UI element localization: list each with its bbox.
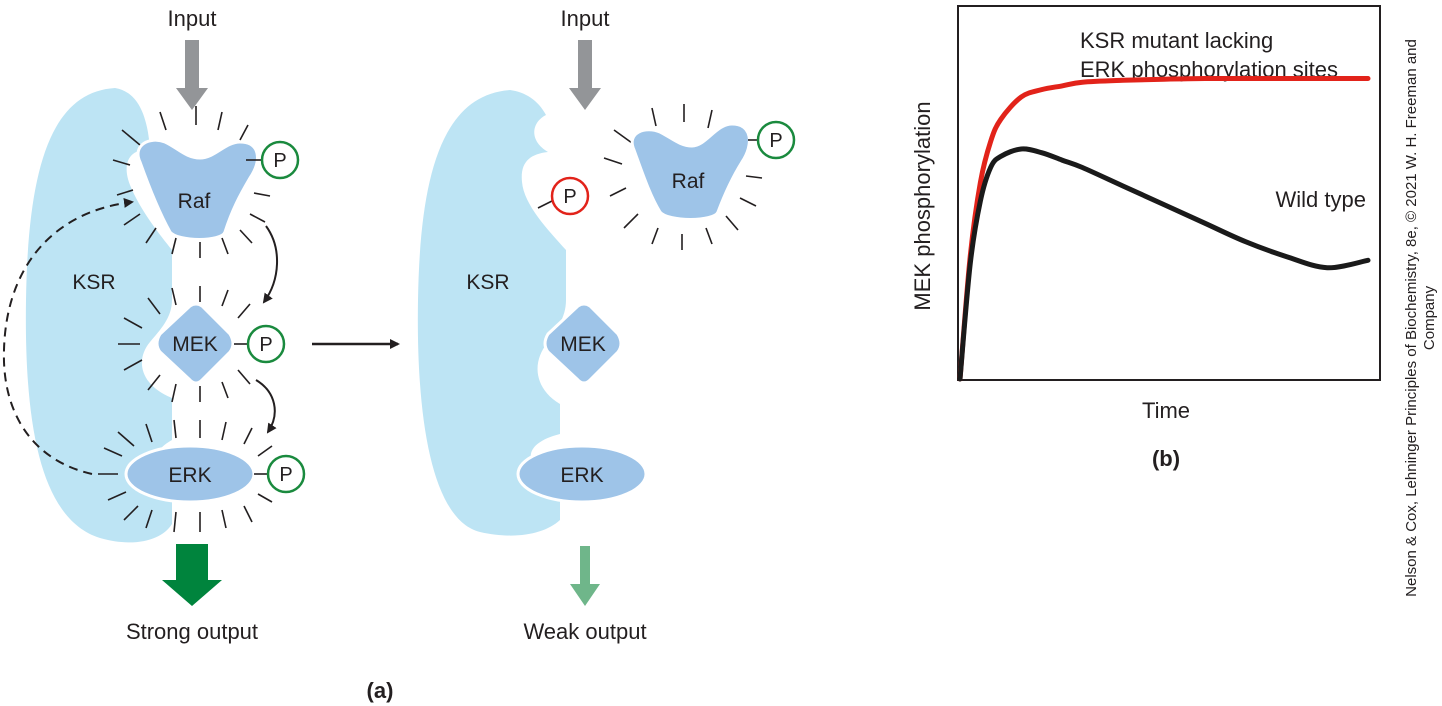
raf-activity-rays-left — [112, 106, 271, 258]
phosphate-raf-left — [260, 140, 300, 180]
panel-a-right: Input KSR P Raf P MEK ERK Weak output — [417, 6, 796, 644]
raf-protein-left — [136, 138, 259, 241]
series-line-wildtype — [957, 146, 1371, 382]
raf-activity-rays-right — [603, 104, 763, 250]
ksr-label-left: KSR — [72, 271, 115, 294]
raf-to-mek-arrow — [262, 225, 278, 304]
phosphate-raf-left-label: P — [273, 150, 286, 172]
ksr-scaffold-right — [417, 90, 566, 536]
mek-activity-rays-left — [118, 286, 251, 403]
chart-plot-frame — [957, 5, 1381, 381]
mutant-series-label-line1: KSR mutant lacking — [1080, 28, 1273, 53]
raf-label-right: Raf — [672, 170, 705, 193]
phosphate-mek-left — [246, 324, 286, 364]
strong-output-arrow — [162, 544, 222, 606]
phosphate-ksr-right — [550, 176, 590, 216]
mek-phosphorylation-chart: MEK phosphorylation Time KSR mutant lack… — [910, 5, 1381, 423]
panel-a-left: Input KSR Raf P — [2, 6, 306, 644]
erk-label-left: ERK — [168, 464, 211, 487]
phosphate-mek-left-label: P — [259, 334, 272, 356]
erk-protein-right — [516, 444, 648, 504]
phosphate-raf-right — [756, 120, 796, 160]
chart-x-axis-label: Time — [1142, 398, 1190, 423]
weak-output-arrow — [570, 546, 600, 606]
phosphate-ksr-right-label: P — [563, 186, 576, 208]
ksr-label-right: KSR — [466, 271, 509, 294]
input-arrow-right — [569, 40, 601, 110]
input-arrow-left — [176, 40, 208, 110]
series-line-mutant — [957, 75, 1371, 382]
panel-a-label: (a) — [367, 678, 394, 703]
phosphate-erk-left-label: P — [279, 464, 292, 486]
chart-y-axis-label: MEK phosphorylation — [910, 101, 935, 310]
raf-protein-right — [630, 122, 751, 221]
strong-output-label: Strong output — [126, 619, 258, 644]
ksr-scaffold-left — [25, 88, 172, 543]
raf-label-left: Raf — [178, 190, 211, 213]
mek-label-right: MEK — [560, 333, 606, 356]
erk-label-right: ERK — [560, 464, 603, 487]
phosphate-raf-right-label: P — [769, 130, 782, 152]
input-label-right: Input — [561, 6, 610, 31]
erk-feedback-dashed-arrow — [2, 198, 134, 475]
mek-label-left: MEK — [172, 333, 218, 356]
phosphate-erk-left — [266, 454, 306, 494]
mek-protein-right — [543, 302, 623, 385]
mek-protein-left — [155, 302, 235, 385]
mek-to-erk-arrow — [255, 379, 277, 434]
credit-text: Nelson & Cox, Lehninger Principles of Bi… — [1403, 39, 1438, 597]
weak-output-label: Weak output — [523, 619, 646, 644]
wildtype-series-label: Wild type — [1276, 187, 1366, 212]
credit-line-2: Company — [1421, 285, 1438, 350]
credit-line-1: Nelson & Cox, Lehninger Principles of Bi… — [1403, 39, 1420, 597]
erk-activity-rays-left — [98, 419, 273, 533]
panel-b-label: (b) — [1152, 446, 1180, 471]
input-label-left: Input — [168, 6, 217, 31]
